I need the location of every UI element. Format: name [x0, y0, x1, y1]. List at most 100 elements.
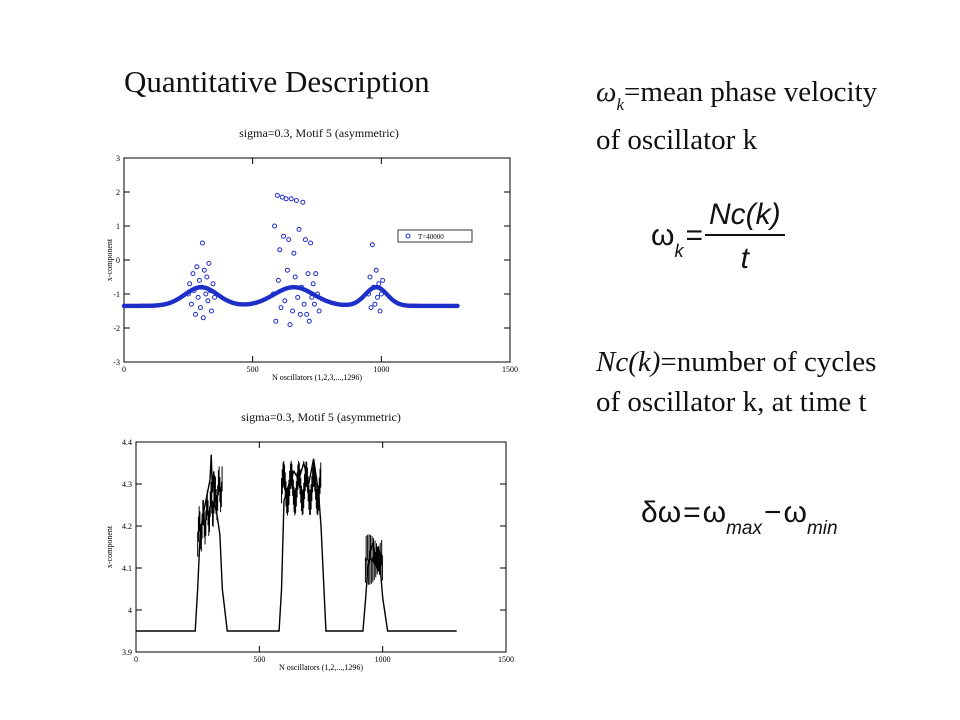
data-point: [203, 291, 209, 297]
x-tick-label: 500: [253, 655, 265, 664]
data-point: [200, 315, 206, 321]
data-point: [195, 294, 201, 300]
legend-box: [397, 229, 473, 243]
x-axis-label: N oscillators (1,2,3,...,1296): [272, 373, 362, 382]
x-axis-label: N oscillators (1,2,...,1296): [279, 663, 363, 672]
series-line: [136, 454, 457, 632]
data-point: [191, 288, 197, 294]
data-point: [277, 247, 283, 253]
data-point: [288, 196, 294, 202]
data-point: [372, 301, 378, 307]
plot-frame: [123, 157, 511, 363]
data-point: [199, 240, 205, 246]
y-tick-label: 0: [116, 256, 120, 265]
definition-text: =mean phase velocity: [624, 76, 878, 108]
x-tick-label: 1500: [502, 365, 518, 374]
data-point: [275, 277, 281, 283]
x-tick-label: 500: [247, 365, 259, 374]
legend-marker: [405, 233, 411, 239]
data-point: [293, 198, 299, 203]
data-point: [193, 311, 199, 317]
baseline-band: [121, 284, 460, 309]
x-tick-label: 1500: [498, 655, 514, 664]
data-point: [278, 305, 284, 311]
nc-definition-line1: Nc(k)=number of cycles: [596, 342, 876, 382]
data-point: [380, 277, 386, 283]
data-point: [376, 281, 382, 287]
data-point: [188, 301, 194, 307]
y-axis-label: x-component: [105, 238, 114, 281]
chart2-title: sigma=0.3, Motif 5 (asymmetric): [241, 410, 401, 424]
y-tick-label: -2: [113, 324, 120, 333]
data-point: [205, 298, 211, 304]
y-tick-label: -3: [113, 358, 120, 367]
data-point: [284, 267, 290, 273]
data-point: [373, 267, 379, 273]
data-point: [311, 301, 317, 307]
formula2-sub-min: min: [806, 518, 838, 539]
formula2-eq: =: [683, 496, 701, 529]
data-point: [310, 281, 316, 287]
y-tick-label: 4.3: [122, 480, 132, 489]
data-point: [301, 301, 307, 307]
data-point: [290, 308, 296, 314]
data-point: [292, 274, 298, 280]
legend-label: T=40000: [418, 233, 444, 241]
formula1-lhs-sub: k: [674, 240, 684, 261]
legend: T=40000: [397, 229, 473, 243]
x-tick-label: 1000: [373, 365, 389, 374]
formula2-minus: −: [764, 496, 782, 529]
data-point: [367, 274, 373, 280]
y-tick-label: 4.1: [122, 564, 132, 573]
data-point: [316, 308, 322, 314]
formula1-numerator: Nc(k): [704, 198, 785, 236]
formula-delta-omega: δω=ωmax−ωmin: [641, 496, 838, 539]
nc-italic: Nc(k): [596, 346, 661, 378]
data-point: [279, 194, 285, 200]
data-point: [302, 237, 308, 243]
data-point: [201, 267, 207, 273]
band-point: [455, 303, 460, 309]
formula-omega-k: ωk= Nc(k) t: [651, 198, 785, 276]
omega-definition-line1: ωk=mean phase velocity: [596, 72, 877, 116]
data-point: [374, 294, 380, 300]
y-tick-label: 4.4: [122, 438, 132, 447]
data-point: [185, 291, 191, 297]
omega-definition-line2: of oscillator k: [596, 124, 758, 156]
data-point: [309, 294, 315, 300]
data-point: [369, 242, 375, 248]
plot-frame: [135, 441, 507, 653]
data-point: [315, 291, 321, 297]
y-axis-label: x-component: [105, 525, 114, 568]
x-tick-label: 1000: [375, 655, 391, 664]
formula1-fraction: Nc(k) t: [704, 198, 785, 276]
formula2-omega-min: ω: [783, 496, 807, 529]
formula1-eq: =: [685, 218, 703, 252]
data-point: [297, 311, 303, 317]
data-point: [190, 271, 196, 277]
data-point: [291, 250, 297, 256]
y-tick-label: 3: [116, 154, 120, 163]
data-point: [282, 298, 288, 304]
data-point: [199, 284, 205, 290]
data-point: [295, 294, 301, 300]
y-tick-label: 4.2: [122, 522, 132, 531]
x-tick-label: 0: [134, 655, 138, 664]
y-tick-label: 3.9: [122, 648, 132, 657]
data-point: [208, 308, 214, 314]
y-tick-label: 4: [128, 606, 132, 615]
formula2-omega-max: ω: [702, 496, 727, 529]
data-point: [365, 291, 371, 297]
data-point: [296, 226, 302, 232]
data-point: [378, 291, 384, 297]
data-point: [272, 223, 278, 229]
data-point: [286, 237, 292, 243]
line-chart: 0 500 1000 1500 3.9 4 4.1 4.2 4.3 4.4 N oscillator…: [105, 438, 514, 672]
data-point: [305, 271, 311, 277]
data-point: [196, 277, 202, 283]
data-point: [194, 264, 200, 270]
data-point: [281, 233, 287, 239]
data-point: [368, 305, 374, 311]
data-point: [204, 274, 210, 280]
formula1-denominator: t: [740, 242, 749, 275]
